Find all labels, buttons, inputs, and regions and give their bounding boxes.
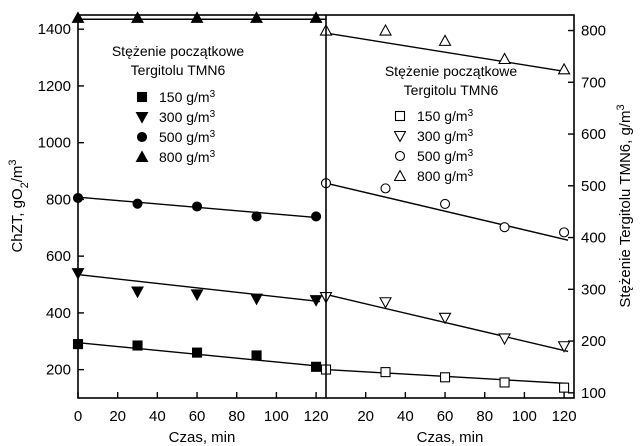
left-legend-marker <box>135 111 149 124</box>
left-fit-line-1 <box>77 273 321 303</box>
right-x-tick-label: 40 <box>397 408 414 425</box>
left-data-point <box>132 198 143 209</box>
right-data-point <box>438 34 452 46</box>
right-legend-title-line2: Tergitolu TMN6 <box>404 82 499 98</box>
right-data-point <box>379 23 392 36</box>
left-x-tick-label: 100 <box>264 408 289 425</box>
left-legend-label: 800 g/m3 <box>159 149 216 166</box>
right-data-point <box>557 341 571 353</box>
right-data-point <box>557 62 571 75</box>
left-data-point <box>131 286 144 299</box>
right-y-tick-label: 100 <box>581 385 606 402</box>
right-data-point <box>559 227 570 238</box>
right-x-tick-label: 100 <box>512 408 537 425</box>
right-x-axis-label: Czas, min <box>417 429 484 446</box>
right-legend-label: 500 g/m3 <box>417 148 474 165</box>
left-legend-marker <box>136 131 148 143</box>
right-y-tick-label: 600 <box>581 126 606 143</box>
right-legend-marker <box>394 150 406 162</box>
right-data-point <box>499 222 510 233</box>
right-x-tick-label: 120 <box>552 408 577 425</box>
left-data-point <box>251 211 262 222</box>
right-y-tick-label: 800 <box>581 23 606 40</box>
right-x-tick-label: 80 <box>476 408 493 425</box>
right-y-tick-label: 700 <box>581 74 606 91</box>
right-y-axis-label: Stężenie Tergitolu TMN6, g/m3 <box>615 104 634 307</box>
left-data-point <box>131 11 144 23</box>
right-data-point <box>439 372 451 383</box>
right-data-point <box>380 367 391 378</box>
right-fit-line-1 <box>325 293 569 353</box>
left-x-tick-label: 0 <box>74 408 82 425</box>
right-legend-label: 800 g/m3 <box>417 168 474 185</box>
left-y-axis-label: ChZT, gO2/m3 <box>7 159 31 252</box>
right-legend-marker <box>393 130 407 143</box>
left-y-tick-label: 800 <box>46 191 71 208</box>
left-legend-title-line2: Tergitolu TMN6 <box>131 62 226 78</box>
right-legend: Stężenie początkowe Tergitolu TMN6 150 g… <box>385 63 518 184</box>
right-legend-marker <box>394 110 406 122</box>
left-legend-label: 300 g/m3 <box>159 109 216 126</box>
left-x-tick-label: 80 <box>228 408 245 425</box>
right-legend-label: 300 g/m3 <box>417 128 474 145</box>
left-data-point <box>191 201 203 212</box>
right-y-tick-label: 500 <box>581 178 606 195</box>
right-data-point <box>379 297 392 309</box>
left-legend-marker <box>136 91 148 103</box>
left-legend-label: 150 g/m3 <box>159 89 216 106</box>
right-data-point <box>498 52 511 65</box>
left-data-point <box>190 289 204 302</box>
right-legend-label: 150 g/m3 <box>417 108 474 125</box>
left-y-tick-label: 200 <box>46 362 71 379</box>
right-legend-title-line1: Stężenie początkowe <box>385 63 518 79</box>
left-y-tick-label: 1000 <box>38 135 71 152</box>
right-y-tick-label: 300 <box>581 281 606 298</box>
left-data-point <box>311 211 322 222</box>
left-data-point <box>309 11 323 23</box>
right-y-tick-label: 200 <box>581 333 606 350</box>
left-x-tick-label: 120 <box>304 408 329 425</box>
left-data-point <box>251 350 262 361</box>
left-y-tick-label: 1200 <box>38 78 71 95</box>
right-fit-line-3 <box>325 32 569 73</box>
left-y-tick-label: 600 <box>46 248 71 265</box>
left-legend-title-line1: Stężenie początkowe <box>112 43 245 59</box>
left-data-point <box>309 295 323 307</box>
left-data-point <box>191 347 203 358</box>
left-x-tick-label: 60 <box>189 408 206 425</box>
right-data-point <box>438 312 452 325</box>
right-y-tick-label: 400 <box>581 230 606 247</box>
left-legend: Stężenie początkowe Tergitolu TMN6 150 g… <box>112 43 245 165</box>
left-x-axis-label: Czas, min <box>169 429 236 446</box>
left-y-tick-label: 400 <box>46 305 71 322</box>
left-data-point <box>190 11 204 23</box>
right-data-point <box>498 333 511 346</box>
left-data-point <box>250 11 263 23</box>
left-data-point <box>311 361 322 372</box>
left-data-point <box>250 293 263 306</box>
right-legend-marker <box>393 169 407 182</box>
left-y-tick-label: 1400 <box>38 21 71 38</box>
right-data-point <box>499 377 510 388</box>
right-x-tick-label: 20 <box>357 408 374 425</box>
right-x-tick-label: 60 <box>437 408 454 425</box>
left-legend-marker <box>135 150 149 163</box>
right-data-point <box>380 183 391 194</box>
left-legend-label: 500 g/m3 <box>159 129 216 146</box>
right-data-point <box>559 382 570 393</box>
left-x-tick-label: 20 <box>109 408 126 425</box>
left-data-point <box>132 340 143 351</box>
left-panel: 0 20 40 60 80 100 120 200 400 600 800 1000 1200 1400 <box>38 11 329 425</box>
left-x-tick-label: 40 <box>149 408 166 425</box>
right-data-point <box>439 198 451 209</box>
right-fit-line-2 <box>325 182 569 241</box>
